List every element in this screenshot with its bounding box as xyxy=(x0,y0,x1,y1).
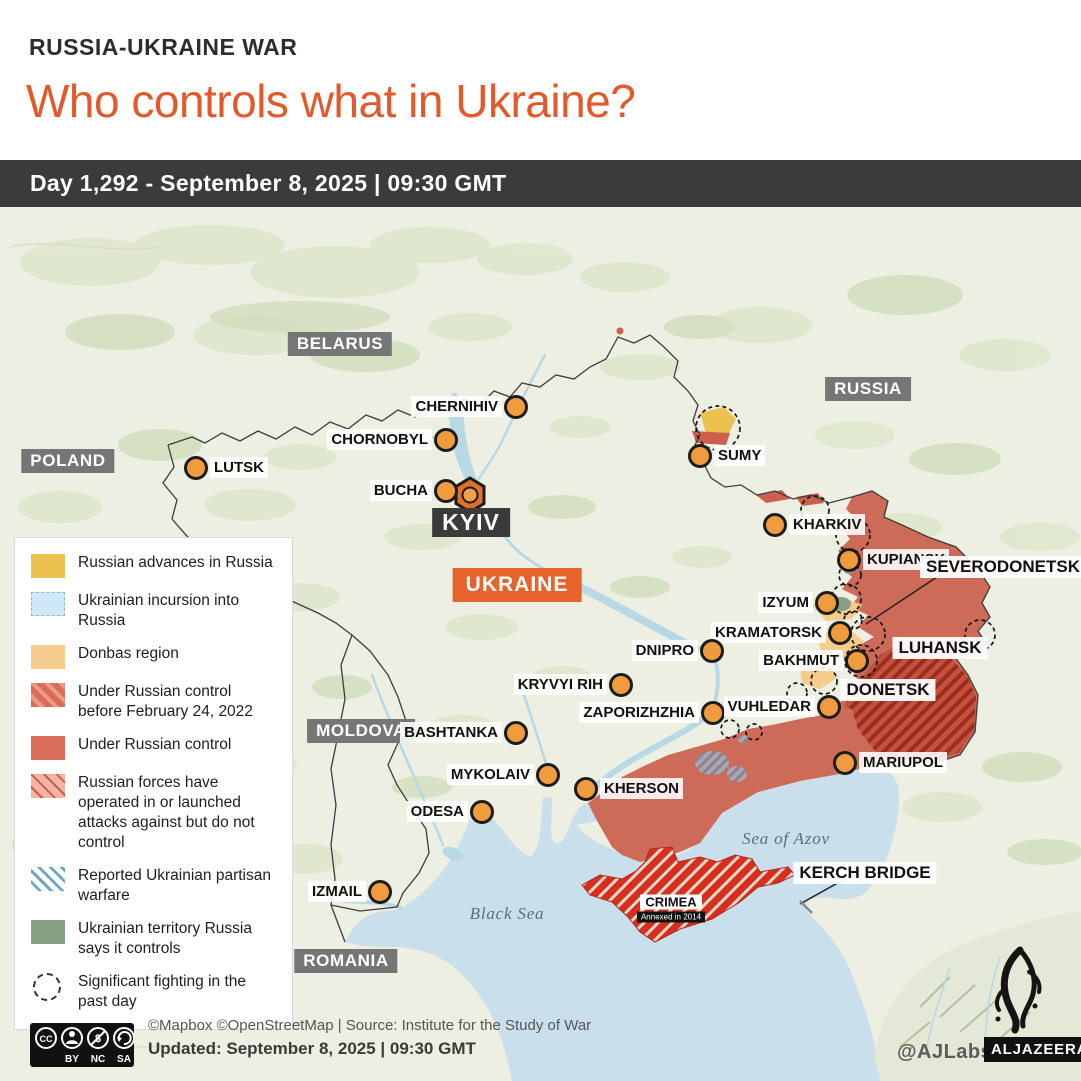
area-pre2022-control xyxy=(844,641,976,761)
svg-text:NC: NC xyxy=(91,1054,105,1065)
capital-label-kyiv: KYIV xyxy=(432,508,510,537)
legend-swatch-control-red xyxy=(31,736,65,760)
cc-icon xyxy=(35,1027,57,1049)
black-sea-azov-sea xyxy=(345,768,900,1081)
city-dot xyxy=(817,695,841,719)
city-dot xyxy=(504,721,528,745)
legend-swatch-incursion-blue xyxy=(31,592,65,616)
kyiv-reservoir xyxy=(449,393,479,491)
map-updated: Updated: September 8, 2025 | 09:30 GMT xyxy=(148,1039,476,1058)
page-title: Who controls what in Ukraine? xyxy=(26,75,636,127)
person-icon xyxy=(61,1027,83,1049)
region-label-donetsk: DONETSK xyxy=(840,679,936,701)
legend-swatch-fighting-circle xyxy=(33,973,61,1001)
country-label-romania: ROMANIA xyxy=(294,949,398,973)
country-label-ukraine: UKRAINE xyxy=(452,568,582,602)
city-dot xyxy=(833,751,857,775)
date-bar-text: Day 1,292 - September 8, 2025 | 09:30 GM… xyxy=(30,170,507,196)
cc-license-badge: CC $ BY NC SA xyxy=(30,1023,135,1072)
no-dollar-icon xyxy=(87,1027,109,1049)
city-dot xyxy=(536,763,560,787)
region-label-severodonetsk: SEVERODONETSK xyxy=(920,556,1081,578)
country-label-belarus: BELARUS xyxy=(287,332,393,356)
dniester-estuary xyxy=(442,846,464,862)
city-dot xyxy=(368,880,392,904)
city-dot xyxy=(837,548,861,572)
legend-swatch-pre2022-hatch xyxy=(31,683,65,707)
svg-text:BY: BY xyxy=(65,1054,79,1065)
city-dot xyxy=(763,513,787,537)
sea-label-black-sea: Black Sea xyxy=(469,904,545,923)
country-label-russia: RUSSIA xyxy=(825,377,911,401)
ukraine-control-map: POLAND BELARUS RUSSIA MOLDOVA ROMANIA UK… xyxy=(0,207,1081,1081)
map-attribution: ©Mapbox ©OpenStreetMap | Source: Institu… xyxy=(148,1017,592,1034)
legend-swatch-advances-yellow xyxy=(31,554,65,578)
city-dot xyxy=(815,591,839,615)
city-dot xyxy=(688,444,712,468)
city-dot xyxy=(504,395,528,419)
aljazeera-wordmark: ALJAZEERA xyxy=(984,1037,1081,1062)
legend-swatch-attacked-hatch xyxy=(31,774,65,798)
city-dot xyxy=(701,701,725,725)
city-dot xyxy=(609,673,633,697)
country-label-moldova: MOLDOVA xyxy=(307,719,415,743)
area-russian-control xyxy=(588,491,990,862)
area-advances-sumy-yellow xyxy=(700,407,736,435)
legend-swatch-partisan-hatch xyxy=(31,867,65,891)
crimea-label: CRIMEA Annexed in 2014 xyxy=(636,894,706,923)
area-partisan xyxy=(695,735,748,782)
kerch-bridge-line xyxy=(799,900,813,914)
aljazeera-logo-icon xyxy=(965,942,1060,1042)
ajlabs-handle: @AJLabs xyxy=(897,1041,993,1063)
country-label-poland: POLAND xyxy=(21,449,115,473)
city-dot xyxy=(700,639,724,663)
svg-text:SA: SA xyxy=(117,1054,131,1065)
date-bar: Day 1,292 - September 8, 2025 | 09:30 GM… xyxy=(0,160,1081,207)
sea-label-sea-of-azov: Sea of Azov xyxy=(742,829,830,848)
legend-swatch-donbas-tan xyxy=(31,645,65,669)
city-dot xyxy=(845,649,869,673)
kyiv-capital-marker xyxy=(454,476,486,514)
city-dot xyxy=(470,800,494,824)
city-dot xyxy=(184,456,208,480)
city-dot xyxy=(434,479,458,503)
region-label-kerch-bridge: KERCH BRIDGE xyxy=(793,862,937,884)
city-dot xyxy=(434,428,458,452)
svg-text:CC: CC xyxy=(40,1034,53,1044)
city-dot xyxy=(574,777,598,801)
legend-swatch-claimed-green xyxy=(31,920,65,944)
legend: Russian advances in Russia Ukrainian inc… xyxy=(14,537,293,1030)
city-dot xyxy=(828,621,852,645)
region-label-luhansk: LUHANSK xyxy=(892,637,988,659)
kicker: RUSSIA-UKRAINE WAR xyxy=(29,34,298,60)
